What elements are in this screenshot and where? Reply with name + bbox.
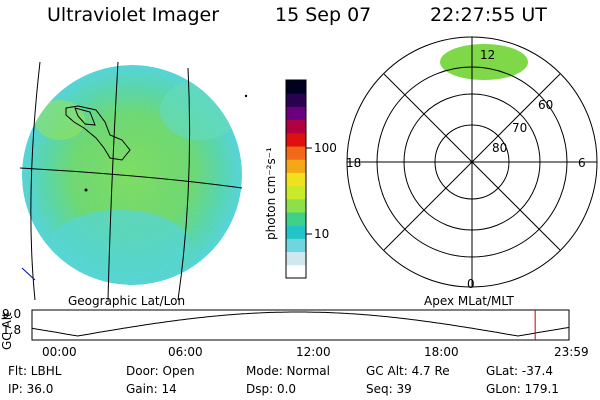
colorbar: [286, 80, 306, 279]
colorbar-segment: [286, 264, 306, 279]
colorbar-segment: [286, 93, 306, 107]
x-tick-0: 00:00: [42, 345, 77, 359]
seq-field: Seq: 39: [366, 382, 412, 396]
altitude-plot: [31, 309, 570, 341]
apex-caption: Apex MLat/MLT: [424, 294, 514, 308]
mlt-label-6: 6: [578, 156, 586, 170]
colorbar-segment: [286, 159, 306, 173]
ip-field: IP: 36.0: [8, 382, 54, 396]
coastline: [65, 105, 131, 161]
gain-field: Gain: 14: [126, 382, 177, 396]
mlat-label-70: 70: [512, 121, 528, 135]
colorbar-segment: [286, 185, 306, 200]
x-tick-1: 06:00: [168, 345, 203, 359]
glon-field: GLon: 179.1: [486, 382, 559, 396]
mode-field: Mode: Normal: [246, 364, 330, 378]
date-label: 15 Sep 07: [275, 4, 372, 26]
colorbar-unit-label: photon cm⁻²s⁻¹: [264, 147, 278, 240]
glat-field: GLat: -37.4: [486, 364, 553, 378]
colorbar-segment: [286, 132, 306, 147]
colorbar-segment: [286, 172, 306, 187]
flt-field: Flt: LBHL: [8, 364, 62, 378]
colorbar-segment: [286, 106, 306, 121]
colorbar-tick-10: 10: [314, 227, 330, 241]
colorbar-segment: [286, 80, 306, 94]
colorbar-segment: [286, 225, 306, 239]
dsp-field: Dsp: 0.0: [246, 382, 297, 396]
colorbar-segment: [286, 212, 306, 226]
colorbar-segment: [286, 198, 306, 213]
mlt-label-18: 18: [346, 156, 362, 170]
mlt-label-12: 12: [480, 48, 496, 62]
altitude-ytick-bottom: 1.8: [2, 323, 22, 337]
time-label: 22:27:55 UT: [430, 4, 547, 26]
geographic-caption: Geographic Lat/Lon: [68, 294, 186, 308]
colorbar-segment: [286, 238, 306, 253]
colorbar-segment: [286, 251, 306, 266]
x-tick-2: 12:00: [296, 345, 331, 359]
mlt-label-0: 0: [467, 277, 475, 291]
mlat-label-80: 80: [492, 141, 508, 155]
colorbar-segment: [286, 146, 306, 160]
polar-plot: [346, 36, 598, 288]
colorbar-segment: [286, 119, 306, 134]
mlat-label-60: 60: [538, 98, 554, 112]
x-tick-3: 18:00: [424, 345, 459, 359]
x-tick-4: 23:59: [554, 345, 589, 359]
gc-alt-field: GC Alt: 4.7 Re: [366, 364, 450, 378]
instrument-title: Ultraviolet Imager: [47, 4, 220, 26]
colorbar-tick-100: 100: [314, 141, 337, 155]
altitude-ytick-top: 9.0: [2, 307, 22, 321]
geographic-image: [22, 65, 242, 285]
door-field: Door: Open: [126, 364, 195, 378]
